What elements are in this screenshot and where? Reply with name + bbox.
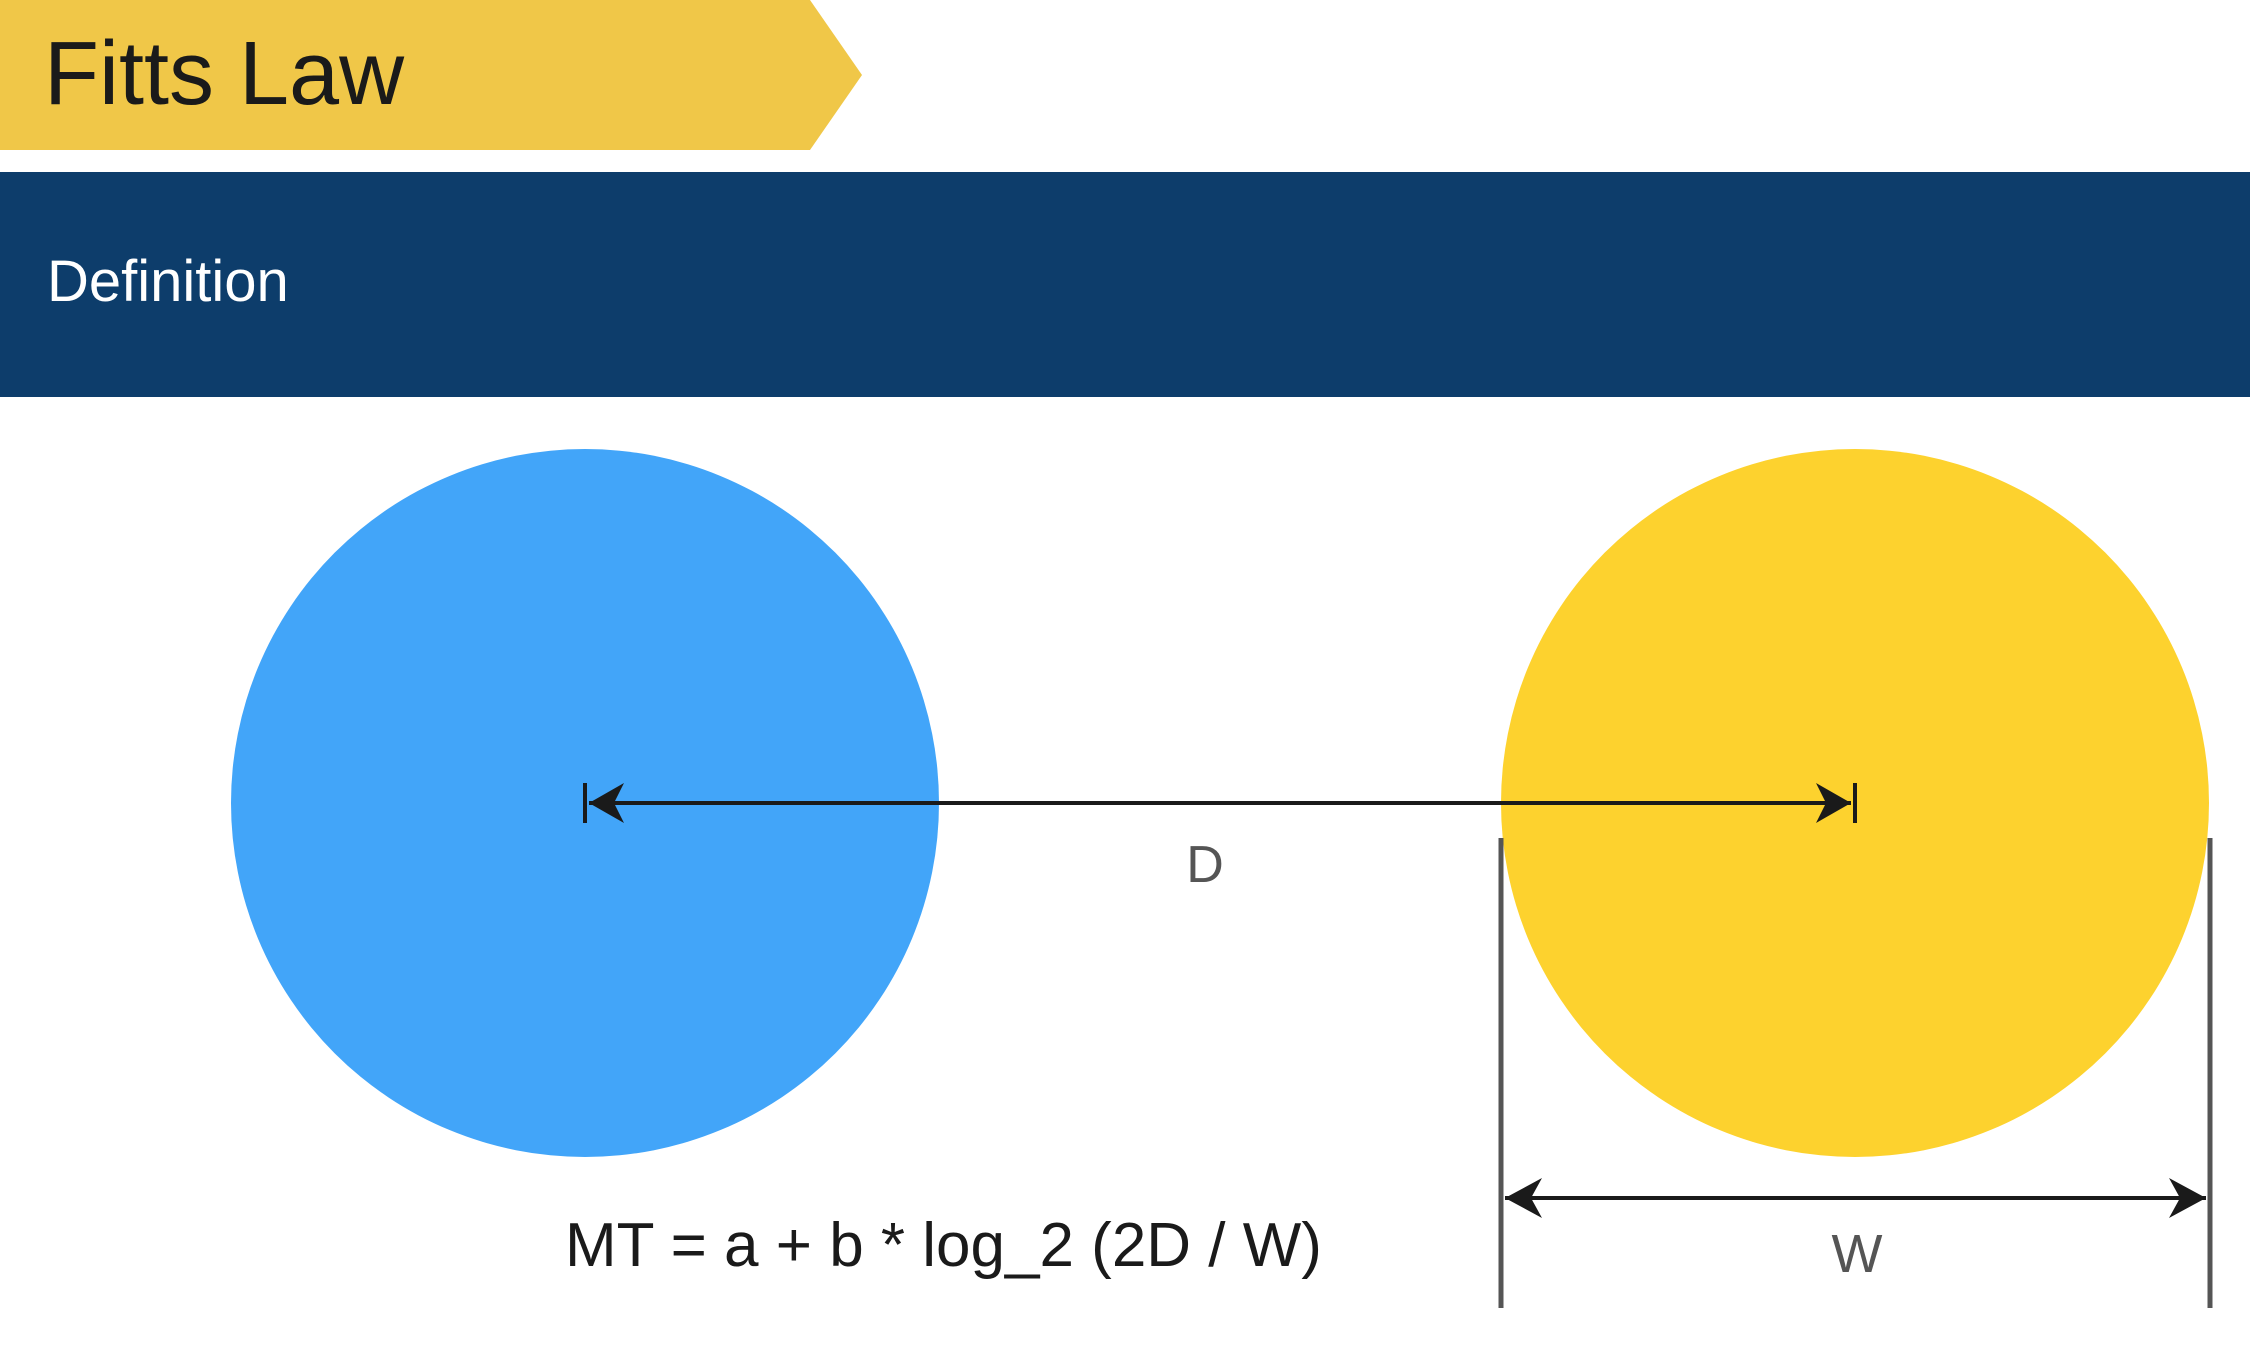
width-dimension bbox=[1498, 838, 2213, 1308]
distance-arrow bbox=[583, 783, 1857, 823]
title-banner: Fitts Law bbox=[0, 0, 862, 150]
section-heading: Definition bbox=[47, 249, 289, 314]
width-left-arrowhead bbox=[1505, 1178, 1542, 1218]
slide-title: Fitts Law bbox=[44, 24, 405, 124]
distance-right-arrowhead bbox=[1816, 783, 1851, 823]
fitts-formula: MT = a + b * log_2 (2D / W) bbox=[565, 1211, 1322, 1280]
width-right-arrowhead bbox=[2169, 1178, 2206, 1218]
distance-label: D bbox=[1186, 836, 1224, 894]
distance-left-arrowhead bbox=[589, 783, 624, 823]
section-bar: Definition bbox=[0, 172, 2250, 397]
title-banner-shape bbox=[0, 0, 862, 150]
width-label: W bbox=[1832, 1224, 1883, 1284]
